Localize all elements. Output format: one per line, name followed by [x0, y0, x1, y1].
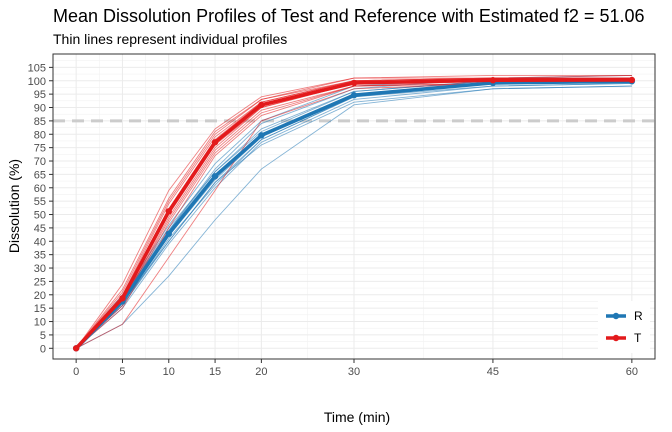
- mean-point-t: [119, 295, 126, 302]
- legend-label-t: T: [634, 331, 642, 345]
- legend-key-point-r: [612, 312, 620, 320]
- y-tick-label: 20: [34, 290, 46, 302]
- mean-point-t: [211, 139, 219, 146]
- x-tick-label: 60: [626, 366, 638, 378]
- y-tick-label: 90: [34, 103, 46, 115]
- mean-point-r: [165, 230, 172, 237]
- y-tick-label: 50: [34, 210, 46, 222]
- x-tick-label: 10: [163, 366, 175, 378]
- y-axis-label: Dissolution (%): [6, 159, 22, 253]
- mean-point-r: [258, 132, 265, 139]
- y-tick-label: 75: [34, 143, 46, 155]
- y-tick-label: 10: [34, 317, 46, 329]
- mean-point-t: [350, 79, 358, 87]
- y-tick-label: 85: [34, 116, 46, 128]
- y-tick-label: 25: [34, 276, 46, 288]
- y-tick-label: 60: [34, 183, 46, 195]
- mean-point-t: [72, 345, 80, 352]
- x-tick-label: 5: [119, 366, 125, 378]
- y-tick-label: 100: [28, 76, 46, 88]
- mean-line-r: [74, 79, 632, 350]
- chart-subtitle: Thin lines represent individual profiles: [53, 31, 287, 47]
- y-tick-label: 70: [34, 156, 46, 168]
- y-tick-label: 30: [34, 263, 46, 275]
- y-tick-label: 5: [40, 330, 46, 342]
- mean-profiles: [72, 76, 636, 352]
- axes: 0510152025303540455055606570758085909510…: [28, 62, 638, 378]
- y-tick-label: 65: [34, 169, 46, 181]
- y-tick-label: 15: [34, 303, 46, 315]
- mean-point-t: [165, 208, 172, 215]
- mean-point-t: [489, 77, 497, 84]
- y-tick-label: 40: [34, 236, 46, 248]
- mean-line-t: [74, 78, 632, 350]
- x-tick-label: 0: [73, 366, 79, 378]
- x-tick-label: 15: [209, 366, 221, 378]
- legend-box: [598, 301, 650, 353]
- individual-line-t: [75, 74, 632, 349]
- x-tick-label: 30: [348, 366, 360, 378]
- y-tick-label: 0: [40, 343, 46, 355]
- legend-key-point-t: [612, 334, 620, 342]
- y-tick-label: 105: [28, 62, 46, 74]
- individual-line-t: [75, 77, 632, 349]
- mean-point-t: [628, 76, 636, 84]
- y-tick-label: 80: [34, 129, 46, 141]
- x-tick-label: 45: [487, 366, 499, 378]
- legend-label-r: R: [634, 309, 643, 323]
- individual-line-r: [75, 82, 632, 349]
- y-tick-label: 55: [34, 196, 46, 208]
- y-tick-label: 35: [34, 250, 46, 262]
- y-tick-label: 95: [34, 89, 46, 101]
- mean-point-t: [258, 101, 265, 109]
- x-axis-label: Time (min): [324, 409, 390, 425]
- chart-title: Mean Dissolution Profiles of Test and Re…: [53, 6, 645, 26]
- mean-point-r: [350, 92, 358, 99]
- mean-point-r: [211, 173, 219, 180]
- x-tick-label: 20: [255, 366, 267, 378]
- legend: RT: [598, 301, 650, 353]
- y-tick-label: 45: [34, 223, 46, 235]
